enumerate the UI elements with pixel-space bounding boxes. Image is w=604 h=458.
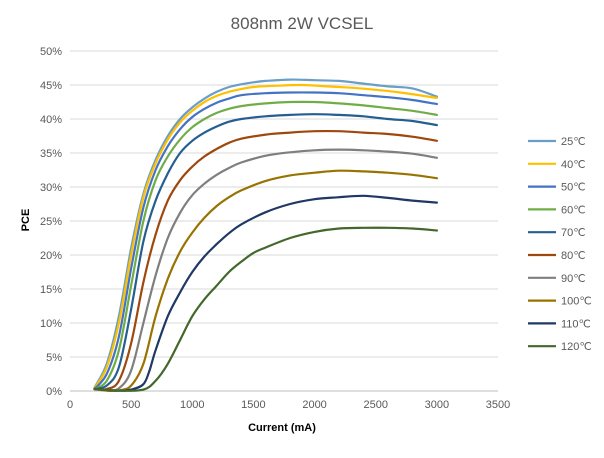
y-axis-label: PCE xyxy=(20,209,32,232)
x-tick-label: 2000 xyxy=(302,399,326,411)
x-tick-label: 1000 xyxy=(180,399,204,411)
series-line-90 xyxy=(93,148,438,392)
x-tick-label: 1500 xyxy=(241,399,265,411)
legend-label: 50℃ xyxy=(561,182,586,194)
x-tick-label: 3000 xyxy=(425,399,449,411)
y-tick-label: 5% xyxy=(46,352,62,364)
legend-label: 25℃ xyxy=(561,136,586,148)
chart-title: 808nm 2W VCSEL xyxy=(231,14,374,33)
y-tick-label: 20% xyxy=(40,250,62,262)
legend-label: 70℃ xyxy=(561,227,586,239)
y-tick-label: 35% xyxy=(40,148,62,160)
y-tick-label: 10% xyxy=(40,318,62,330)
series-line-110 xyxy=(93,194,438,392)
legend-label: 40℃ xyxy=(561,159,586,171)
legend-label: 80℃ xyxy=(561,250,586,262)
y-tick-label: 50% xyxy=(40,46,62,58)
series-line-60 xyxy=(93,100,438,391)
x-tick-label: 0 xyxy=(67,399,73,411)
x-axis-label: Current (mA) xyxy=(248,422,316,434)
y-tick-label: 25% xyxy=(40,216,62,228)
legend-label: 60℃ xyxy=(561,204,586,216)
series-line-40 xyxy=(93,83,438,390)
y-tick-label: 15% xyxy=(40,284,62,296)
series-line-70 xyxy=(93,113,438,391)
series-line-25 xyxy=(93,78,438,389)
x-axis-ticks: 0 500 1000 1500 2000 2500 3000 3500 xyxy=(67,399,510,411)
legend-label: 120℃ xyxy=(561,341,592,353)
y-tick-label: 45% xyxy=(40,80,62,92)
series-line-100 xyxy=(93,169,438,393)
x-tick-label: 500 xyxy=(122,399,140,411)
legend-label: 110℃ xyxy=(561,318,591,330)
y-tick-label: 40% xyxy=(40,114,62,126)
y-tick-label: 30% xyxy=(40,182,62,194)
legend-label: 100℃ xyxy=(561,296,592,308)
legend: 25℃ 40℃ 50℃ 60℃ 70℃ 80℃ 90℃ 100℃ 110℃ 120℃ xyxy=(528,136,592,353)
series-line-120 xyxy=(93,226,438,392)
series-line-80 xyxy=(93,129,438,391)
x-tick-label: 2500 xyxy=(363,399,387,411)
series-line-50 xyxy=(93,91,438,391)
series-lines xyxy=(93,78,438,393)
y-tick-label: 0% xyxy=(46,386,62,398)
y-axis-ticks: 0% 5% 10% 15% 20% 25% 30% 35% 40% 45% 50% xyxy=(40,46,62,398)
legend-label: 90℃ xyxy=(561,273,586,285)
x-tick-label: 3500 xyxy=(486,399,510,411)
